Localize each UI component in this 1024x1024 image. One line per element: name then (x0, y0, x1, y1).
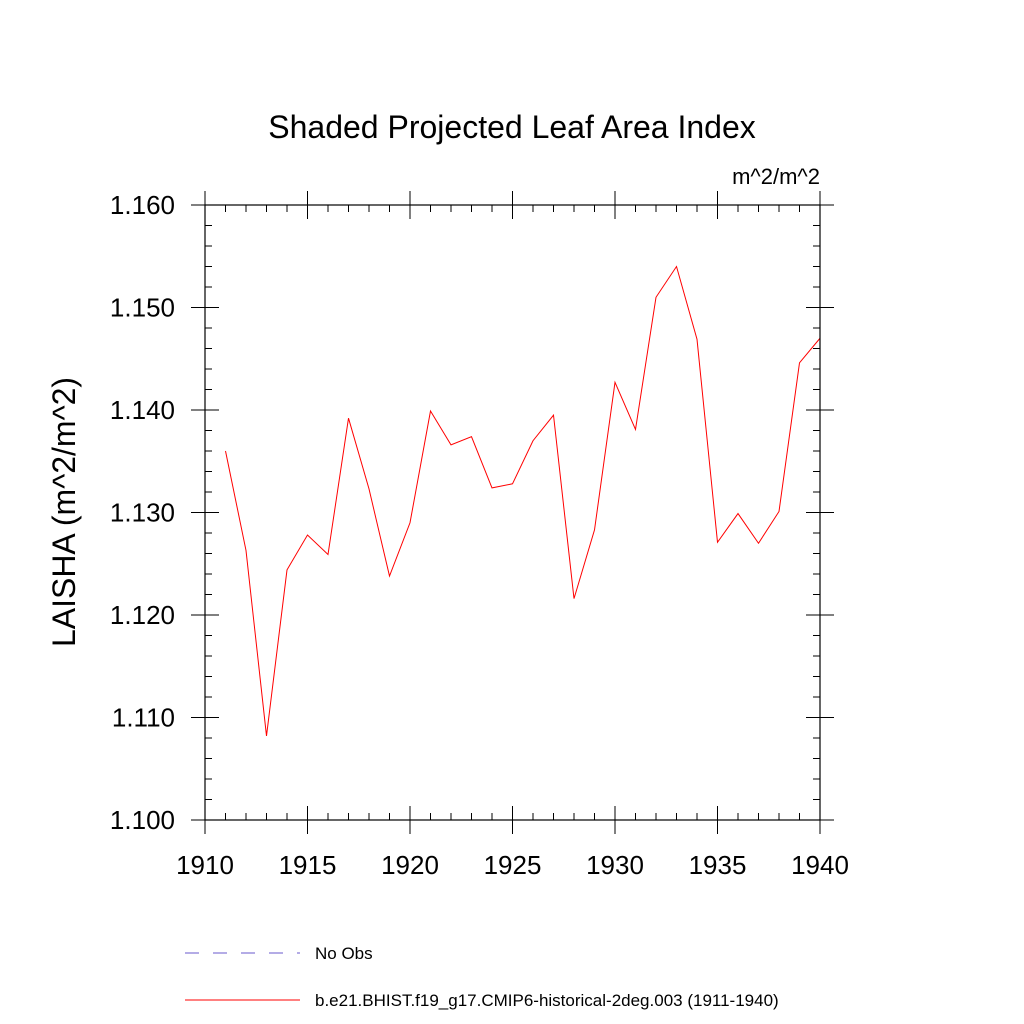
legend: No Obs b.e21.BHIST.f19_g17.CMIP6-histori… (185, 944, 779, 1010)
y-tick-label-5: 1.150 (110, 293, 175, 323)
chart-title: Shaded Projected Leaf Area Index (268, 109, 755, 145)
series-layer (225, 265, 821, 737)
y-axis-label: LAISHA (m^2/m^2) (46, 377, 82, 647)
y-tick-label-6: 1.160 (110, 190, 175, 220)
ticks (191, 191, 834, 834)
plot-frame (204, 204, 821, 821)
series-line-0 (225, 265, 821, 737)
x-tick-label-1: 1915 (279, 850, 337, 880)
x-tick-label-5: 1935 (689, 850, 747, 880)
tick-labels: 1910 1915 1920 1925 1930 1935 1940 1.100 1.110 1.… (110, 190, 849, 880)
legend-label-no-obs: No Obs (315, 944, 373, 963)
y-tick-label-3: 1.130 (110, 498, 175, 528)
x-tick-label-4: 1930 (586, 850, 644, 880)
y-tick-label-0: 1.100 (110, 805, 175, 835)
x-tick-label-0: 1910 (176, 850, 234, 880)
x-tick-label-6: 1940 (791, 850, 849, 880)
x-tick-label-2: 1920 (381, 850, 439, 880)
y-tick-label-1: 1.110 (112, 703, 175, 733)
y-tick-label-4: 1.140 (110, 395, 175, 425)
x-tick-label-3: 1925 (484, 850, 542, 880)
legend-label-model: b.e21.BHIST.f19_g17.CMIP6-historical-2de… (315, 991, 779, 1010)
units-label: m^2/m^2 (732, 164, 820, 189)
y-tick-label-2: 1.120 (110, 600, 175, 630)
